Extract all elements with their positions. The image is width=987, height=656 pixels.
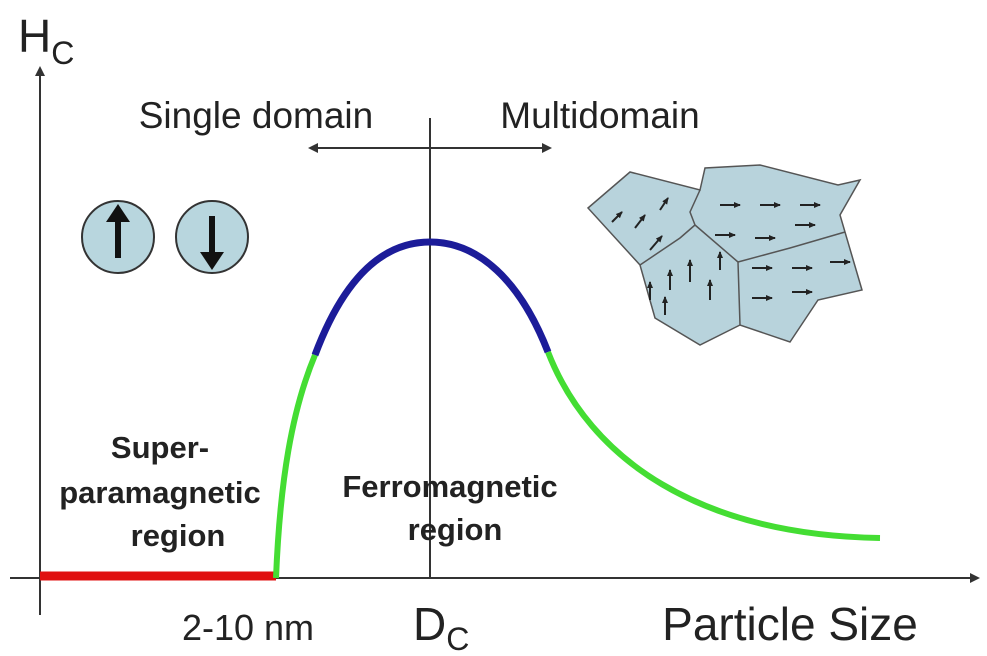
label-main: D bbox=[413, 598, 446, 650]
region-label-line: region bbox=[131, 518, 226, 553]
curve-fall bbox=[548, 352, 880, 538]
critical-label: DC bbox=[413, 598, 469, 656]
y-axis-label: HC bbox=[18, 10, 74, 71]
region-label-line: Super- bbox=[111, 430, 209, 465]
label-main: H bbox=[18, 10, 51, 62]
grain-cluster bbox=[588, 165, 862, 345]
single-domain-label: Single domain bbox=[139, 95, 373, 136]
label-sub: C bbox=[446, 621, 469, 656]
curve-peak bbox=[315, 242, 548, 355]
x-axis-label: Particle Size bbox=[662, 598, 918, 650]
region-label-line: region bbox=[408, 512, 503, 547]
region-label-line: Ferromagnetic bbox=[342, 469, 557, 504]
curve-rise bbox=[276, 355, 315, 578]
label-sub: C bbox=[51, 35, 74, 71]
size-label: 2-10 nm bbox=[182, 607, 314, 648]
multidomain-label: Multidomain bbox=[500, 95, 699, 136]
diagram: HC Single domain Multidomain Super- para… bbox=[0, 0, 987, 656]
region-label-line: paramagnetic bbox=[59, 475, 261, 510]
spin-icons bbox=[82, 201, 248, 273]
